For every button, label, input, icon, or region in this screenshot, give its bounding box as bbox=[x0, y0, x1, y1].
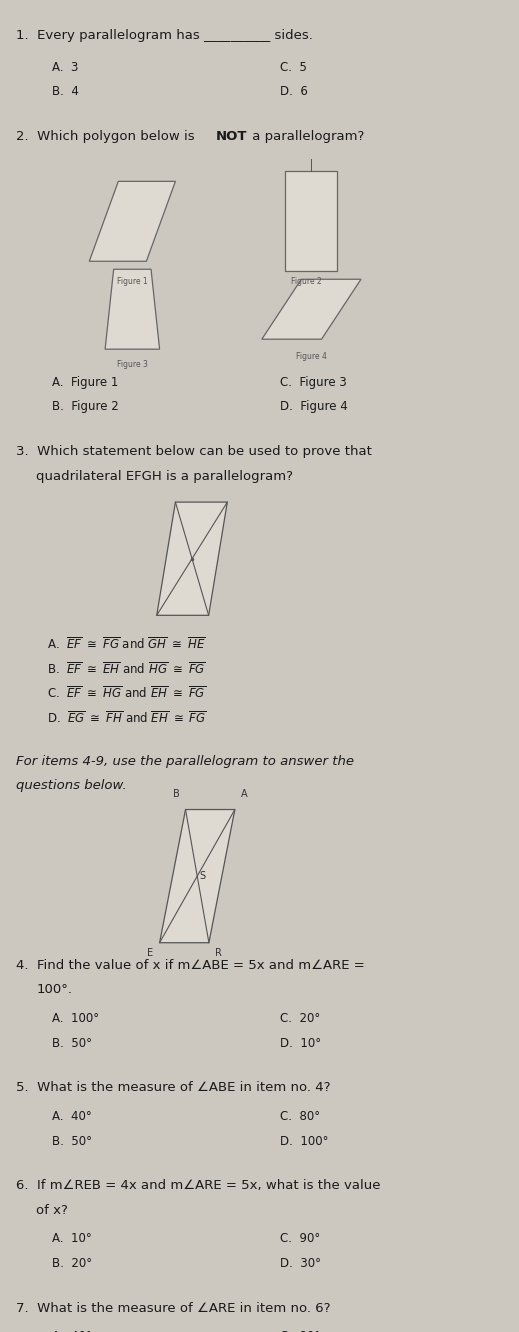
Text: D.  100°: D. 100° bbox=[280, 1135, 329, 1148]
Text: C.  $\overline{EF}$ $\cong$ $\overline{HG}$ and $\overline{EH}$ $\cong$ $\overli: C. $\overline{EF}$ $\cong$ $\overline{HG… bbox=[47, 685, 206, 701]
Polygon shape bbox=[157, 502, 227, 615]
Polygon shape bbox=[89, 181, 175, 261]
Text: D.  30°: D. 30° bbox=[280, 1257, 321, 1271]
Text: C.  20°: C. 20° bbox=[280, 1012, 321, 1026]
Text: B.  4: B. 4 bbox=[52, 85, 79, 99]
Text: A.  100°: A. 100° bbox=[52, 1012, 99, 1026]
Polygon shape bbox=[262, 280, 361, 340]
Text: B: B bbox=[172, 789, 180, 799]
Text: Figure 4: Figure 4 bbox=[296, 352, 327, 361]
Text: D.  10°: D. 10° bbox=[280, 1036, 321, 1050]
Text: Figure 3: Figure 3 bbox=[117, 360, 148, 369]
Polygon shape bbox=[105, 269, 160, 349]
Text: quadrilateral EFGH is a parallelogram?: quadrilateral EFGH is a parallelogram? bbox=[36, 470, 293, 482]
Text: B.  20°: B. 20° bbox=[52, 1257, 92, 1271]
Text: NOT: NOT bbox=[215, 129, 247, 143]
Text: B.  50°: B. 50° bbox=[52, 1036, 92, 1050]
Text: A.  3: A. 3 bbox=[52, 60, 78, 73]
Text: 100°.: 100°. bbox=[36, 983, 72, 996]
Text: A.  $\overline{EF}$ $\cong$ $\overline{FG}$ and $\overline{GH}$ $\cong$ $\overli: A. $\overline{EF}$ $\cong$ $\overline{FG… bbox=[47, 635, 206, 651]
Text: a parallelogram?: a parallelogram? bbox=[248, 129, 364, 143]
Text: of x?: of x? bbox=[36, 1204, 68, 1217]
Text: D.  6: D. 6 bbox=[280, 85, 308, 99]
Text: questions below.: questions below. bbox=[16, 779, 126, 793]
Polygon shape bbox=[285, 172, 337, 272]
Text: S: S bbox=[200, 871, 206, 882]
Text: R: R bbox=[215, 948, 222, 958]
Text: B.  50°: B. 50° bbox=[52, 1135, 92, 1148]
Text: For items 4-9, use the parallelogram to answer the: For items 4-9, use the parallelogram to … bbox=[16, 754, 353, 767]
Text: C.  Figure 3: C. Figure 3 bbox=[280, 376, 347, 389]
Text: D.  Figure 4: D. Figure 4 bbox=[280, 401, 348, 413]
Text: Figure 2: Figure 2 bbox=[291, 277, 322, 286]
Text: C.  80°: C. 80° bbox=[280, 1331, 320, 1332]
Text: B.  $\overline{EF}$ $\cong$ $\overline{EH}$ and $\overline{HG}$ $\cong$ $\overli: B. $\overline{EF}$ $\cong$ $\overline{EH… bbox=[47, 661, 206, 677]
Text: 5.  What is the measure of ∠ABE in item no. 4?: 5. What is the measure of ∠ABE in item n… bbox=[16, 1082, 330, 1095]
Text: B.  Figure 2: B. Figure 2 bbox=[52, 401, 119, 413]
Text: 3.  Which statement below can be used to prove that: 3. Which statement below can be used to … bbox=[16, 445, 372, 458]
Text: 4.  Find the value of x if m∠ABE = 5x and m∠ARE =: 4. Find the value of x if m∠ABE = 5x and… bbox=[16, 959, 364, 972]
Text: 7.  What is the measure of ∠ARE in item no. 6?: 7. What is the measure of ∠ARE in item n… bbox=[16, 1301, 330, 1315]
Text: Figure 1: Figure 1 bbox=[117, 277, 148, 286]
Text: C.  5: C. 5 bbox=[280, 60, 307, 73]
Polygon shape bbox=[160, 810, 235, 943]
Text: 6.  If m∠REB = 4x and m∠ARE = 5x, what is the value: 6. If m∠REB = 4x and m∠ARE = 5x, what is… bbox=[16, 1179, 380, 1192]
Text: A.  40°: A. 40° bbox=[52, 1110, 92, 1123]
Text: E: E bbox=[147, 948, 154, 958]
Text: D.  $\overline{EG}$ $\cong$ $\overline{FH}$ and $\overline{EH}$ $\cong$ $\overli: D. $\overline{EG}$ $\cong$ $\overline{FH… bbox=[47, 710, 207, 726]
Text: A.  10°: A. 10° bbox=[52, 1232, 92, 1245]
Text: C.  90°: C. 90° bbox=[280, 1232, 321, 1245]
Text: C.  80°: C. 80° bbox=[280, 1110, 320, 1123]
Text: A.  Figure 1: A. Figure 1 bbox=[52, 376, 118, 389]
Text: 2.  Which polygon below is: 2. Which polygon below is bbox=[16, 129, 198, 143]
Text: 1.  Every parallelogram has __________ sides.: 1. Every parallelogram has __________ si… bbox=[16, 29, 312, 43]
Text: A: A bbox=[241, 789, 248, 799]
Text: A.  40°: A. 40° bbox=[52, 1331, 92, 1332]
